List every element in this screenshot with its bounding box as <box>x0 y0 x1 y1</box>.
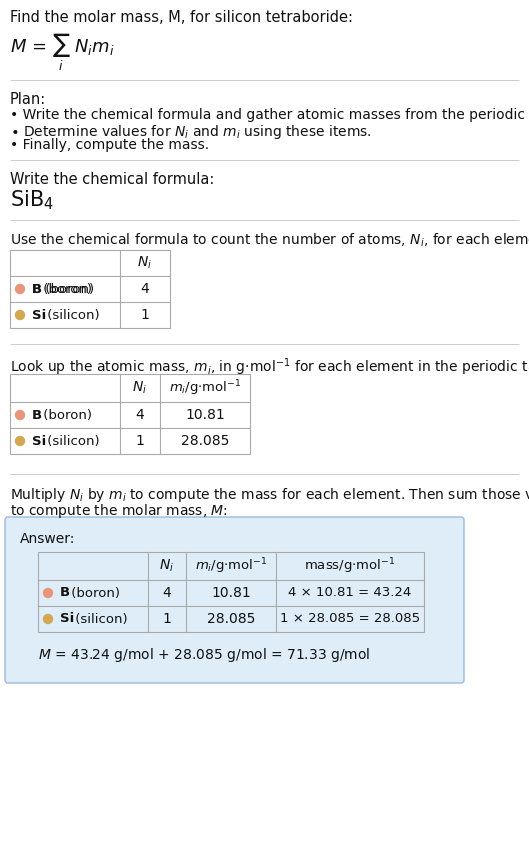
Text: (silicon): (silicon) <box>43 435 99 448</box>
Text: 4 × 10.81 = 43.24: 4 × 10.81 = 43.24 <box>288 586 412 599</box>
Text: Write the chemical formula:: Write the chemical formula: <box>10 172 214 187</box>
Text: Si: Si <box>60 613 74 626</box>
Text: Use the chemical formula to count the number of atoms, $\it{N_i}$, for each elem: Use the chemical formula to count the nu… <box>10 232 529 249</box>
Text: (boron): (boron) <box>39 282 92 295</box>
Text: 4: 4 <box>141 282 149 296</box>
Text: 1: 1 <box>135 434 144 448</box>
Text: B: B <box>32 282 42 295</box>
Circle shape <box>43 615 52 623</box>
Text: (silicon): (silicon) <box>43 308 99 322</box>
Text: B: B <box>32 408 42 421</box>
Text: $\it{M}$ = $\sum_{\it{i}}$ $\it{N}_{\it{i}}$$\it{m}_{\it{i}}$: $\it{M}$ = $\sum_{\it{i}}$ $\it{N}_{\it{… <box>10 32 115 73</box>
Text: B: B <box>60 586 70 599</box>
Text: 4: 4 <box>135 408 144 422</box>
Text: $\it{N}_{\it{i}}$: $\it{N}_{\it{i}}$ <box>132 380 148 396</box>
Text: $\it{N}_{\it{i}}$: $\it{N}_{\it{i}}$ <box>159 558 175 574</box>
Circle shape <box>15 284 24 294</box>
Text: Si: Si <box>32 435 46 448</box>
Text: 10.81: 10.81 <box>211 586 251 600</box>
Text: 1: 1 <box>162 612 171 626</box>
Text: 28.085: 28.085 <box>207 612 255 626</box>
Text: Plan:: Plan: <box>10 92 46 107</box>
Text: (boron): (boron) <box>67 586 120 599</box>
Text: $\it{M}$ = 43.24 g/mol + 28.085 g/mol = 71.33 g/mol: $\it{M}$ = 43.24 g/mol + 28.085 g/mol = … <box>38 646 370 664</box>
Text: Multiply $\it{N}_{\it{i}}$ by $\it{m}_{\it{i}}$ to compute the mass for each ele: Multiply $\it{N}_{\it{i}}$ by $\it{m}_{\… <box>10 486 529 504</box>
Text: 28.085: 28.085 <box>181 434 229 448</box>
Text: Find the molar mass, M, for silicon tetraboride:: Find the molar mass, M, for silicon tetr… <box>10 10 353 25</box>
Text: $\mathrm{SiB_4}$: $\mathrm{SiB_4}$ <box>10 188 54 211</box>
Text: Answer:: Answer: <box>20 532 75 546</box>
Circle shape <box>15 311 24 319</box>
Text: $\it{N}_{\it{i}}$: $\it{N}_{\it{i}}$ <box>138 255 152 271</box>
Circle shape <box>15 437 24 445</box>
Text: to compute the molar mass, $\it{M}$:: to compute the molar mass, $\it{M}$: <box>10 502 228 520</box>
Bar <box>38 552 424 632</box>
Text: • Write the chemical formula and gather atomic masses from the periodic table.: • Write the chemical formula and gather … <box>10 108 529 122</box>
Text: mass/g$\cdot$mol$^{-1}$: mass/g$\cdot$mol$^{-1}$ <box>304 556 396 576</box>
Text: Look up the atomic mass, $\it{m}_{\it{i}}$, in g$\cdot$mol$^{-1}$ for each eleme: Look up the atomic mass, $\it{m}_{\it{i}… <box>10 356 529 377</box>
Text: $\it{m}_{\it{i}}$/g$\cdot$mol$^{-1}$: $\it{m}_{\it{i}}$/g$\cdot$mol$^{-1}$ <box>195 556 267 576</box>
Text: B (boron): B (boron) <box>32 282 94 295</box>
Text: 10.81: 10.81 <box>185 408 225 422</box>
Text: Si: Si <box>32 308 46 322</box>
Text: (silicon): (silicon) <box>71 613 127 626</box>
Bar <box>10 250 170 328</box>
Text: 1 × 28.085 = 28.085: 1 × 28.085 = 28.085 <box>280 613 420 626</box>
Text: 4: 4 <box>162 586 171 600</box>
Circle shape <box>15 411 24 419</box>
Bar <box>10 374 250 454</box>
Text: $\it{m}_{\it{i}}$/g$\cdot$mol$^{-1}$: $\it{m}_{\it{i}}$/g$\cdot$mol$^{-1}$ <box>169 378 241 398</box>
Text: 1: 1 <box>141 308 149 322</box>
Text: $\bullet$ Determine values for $\it{N}_{\it{i}}$ and $\it{m}_{\it{i}}$ using the: $\bullet$ Determine values for $\it{N}_{… <box>10 123 372 141</box>
FancyBboxPatch shape <box>5 517 464 683</box>
Text: (boron): (boron) <box>39 408 92 421</box>
Circle shape <box>43 589 52 597</box>
Text: • Finally, compute the mass.: • Finally, compute the mass. <box>10 138 209 152</box>
